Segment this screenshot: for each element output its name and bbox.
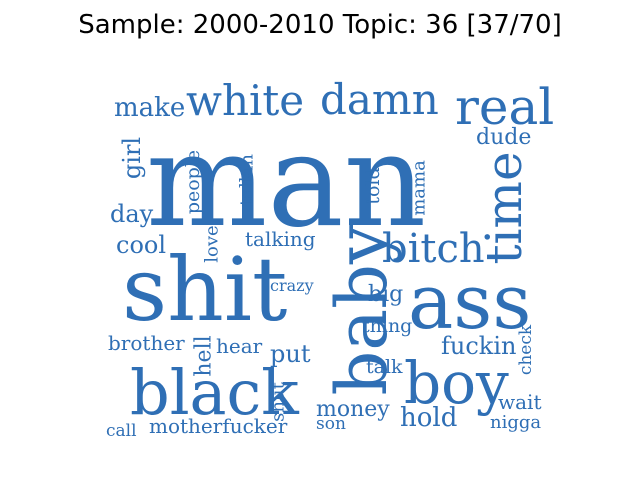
word-damn: damn [320, 75, 439, 124]
word-crazy: crazy [270, 276, 314, 295]
word-fuckin: fuckin [441, 332, 516, 360]
word-brother: brother [108, 331, 185, 355]
word-nigga: nigga [490, 412, 541, 433]
word-baby: baby [321, 224, 403, 395]
word-real: real [455, 78, 554, 136]
word-boy: boy [404, 349, 509, 417]
word-day: day [110, 200, 154, 228]
word-shit: shit [122, 238, 287, 341]
word-girl: girl [118, 137, 146, 179]
word-hell: hell [192, 335, 217, 376]
figure-title: Sample: 2000-2010 Topic: 36 [37/70] [78, 10, 562, 40]
word-black: black [130, 356, 299, 429]
word-talkin: talkin [237, 154, 258, 206]
word-big: big [368, 282, 403, 307]
word-white: white [186, 76, 304, 125]
word-son: son [316, 414, 346, 434]
word-ass: ass [408, 257, 531, 346]
word-put: put [270, 340, 311, 368]
word-hear: hear [216, 334, 263, 358]
word-mama: mama [409, 160, 430, 216]
word-talk: talk [366, 356, 403, 378]
word-check: check [516, 324, 536, 375]
word-told: told [362, 167, 384, 204]
word-time: time [475, 151, 533, 264]
word-motherfucker: motherfucker [149, 414, 288, 438]
word-love: love [202, 225, 223, 262]
word-talking: talking [245, 227, 316, 251]
word-shut: shut [268, 381, 289, 421]
word-hold: hold [400, 403, 457, 433]
word-bitch: bitch [382, 226, 485, 272]
word-thing: thing [362, 315, 412, 337]
word-make: make [114, 93, 185, 123]
word-people: people [182, 150, 204, 214]
word-wait: wait [498, 390, 541, 414]
word-money: money [316, 397, 390, 422]
word-cool: cool [116, 231, 166, 259]
word-dude: dude [476, 125, 531, 150]
word-call: call [106, 421, 137, 441]
word-man: man [146, 107, 426, 256]
